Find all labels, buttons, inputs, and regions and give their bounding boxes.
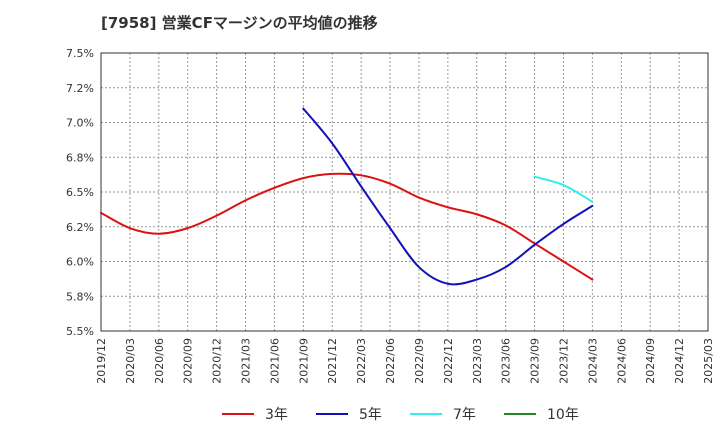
plot-area xyxy=(100,52,709,332)
x-tick-label: 2023/09 xyxy=(529,338,542,384)
grid xyxy=(101,53,708,331)
legend-label-4: 10年 xyxy=(547,407,579,423)
y-tick-label: 5.5% xyxy=(66,325,94,338)
x-tick-label: 2022/03 xyxy=(355,338,368,384)
x-tick-label: 2021/03 xyxy=(240,338,253,384)
y-tick-label: 7.2% xyxy=(66,82,94,95)
x-tick-label: 2024/12 xyxy=(673,338,686,384)
y-tick-label: 5.8% xyxy=(66,290,94,303)
x-tick-label: 2020/03 xyxy=(124,338,137,384)
x-tick-label: 2021/06 xyxy=(268,338,281,384)
x-tick-label: 2023/03 xyxy=(471,338,484,384)
x-tick-label: 2020/06 xyxy=(153,338,166,384)
x-tick-label: 2024/09 xyxy=(644,338,657,384)
series-layer xyxy=(100,107,594,286)
x-tick-label: 2022/12 xyxy=(442,338,455,384)
legend-label-3: 7年 xyxy=(453,407,476,423)
x-tick-label: 2021/09 xyxy=(297,338,310,384)
x-tick-label: 2020/09 xyxy=(182,338,195,384)
x-axis: 2019/12 2020/03 2020/06 2020/09 2020/12 2021/… xyxy=(95,338,715,384)
x-tick-label: 2021/12 xyxy=(326,338,339,384)
x-tick-label: 2019/12 xyxy=(95,338,108,384)
legend-label-2: 5年 xyxy=(359,407,382,423)
x-tick-label: 2023/12 xyxy=(557,338,570,384)
y-tick-label: 7.5% xyxy=(66,47,94,60)
x-tick-label: 2023/06 xyxy=(500,338,513,384)
series-line-1 xyxy=(100,172,594,281)
y-axis: 7.5% 7.2% 7.0% 6.8% 6.5% 6.2% 6.0% 5.8% 5.5% xyxy=(66,47,94,338)
y-tick-label: 6.0% xyxy=(66,256,94,269)
x-tick-label: 2025/03 xyxy=(702,338,715,384)
legend: 3年 5年 7年 10年 xyxy=(222,407,579,423)
x-tick-label: 2020/12 xyxy=(211,338,224,384)
series-line-2 xyxy=(302,107,594,286)
y-tick-label: 6.5% xyxy=(66,186,94,199)
chart-title: [7958] 営業CFマージンの平均値の推移 xyxy=(101,14,378,32)
series-line-3 xyxy=(533,175,594,203)
legend-label-1: 3年 xyxy=(265,407,288,423)
x-tick-label: 2024/03 xyxy=(586,338,599,384)
y-tick-label: 6.8% xyxy=(66,151,94,164)
x-tick-label: 2024/06 xyxy=(615,338,628,384)
x-tick-label: 2022/09 xyxy=(413,338,426,384)
y-tick-label: 7.0% xyxy=(66,117,94,130)
x-tick-label: 2022/06 xyxy=(384,338,397,384)
y-tick-label: 6.2% xyxy=(66,221,94,234)
